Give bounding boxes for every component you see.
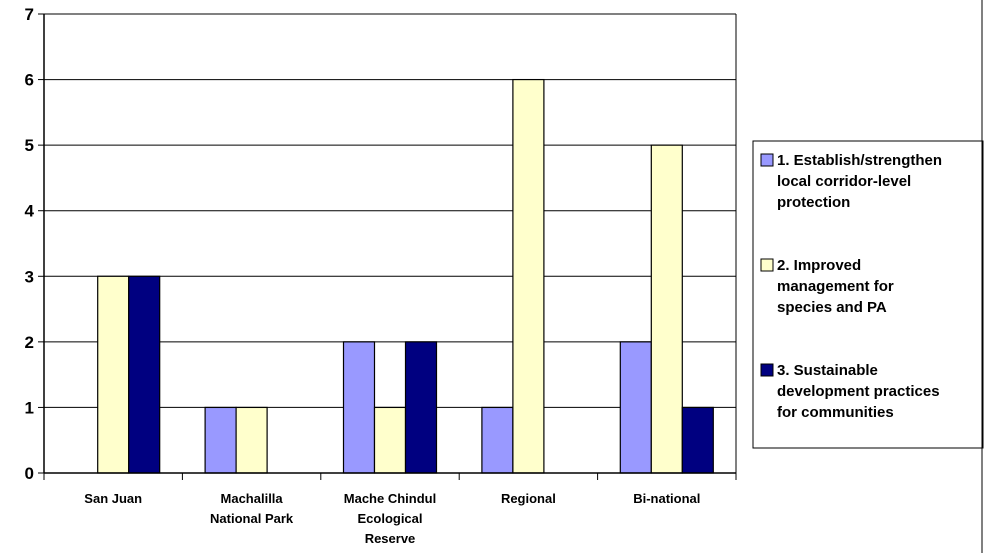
x-category-label: Machalilla	[221, 491, 284, 506]
bar	[512, 78, 545, 474]
bar	[97, 275, 130, 474]
bar	[650, 144, 683, 474]
x-category-label: Regional	[501, 491, 556, 506]
bar	[373, 406, 407, 474]
x-category-label: San Juan	[84, 491, 142, 506]
y-tick-label: 2	[25, 333, 34, 352]
legend-label: management for	[777, 278, 894, 295]
y-tick-label: 6	[25, 71, 34, 90]
legend-label: development practices	[777, 383, 940, 400]
x-category-labels: San Juan Machalilla National Park Mache Chi…	[84, 491, 700, 546]
bars	[97, 78, 714, 474]
y-tick-label: 1	[25, 398, 34, 417]
bar	[342, 341, 376, 474]
axes	[38, 13, 737, 480]
y-tick-label: 5	[25, 136, 34, 155]
legend-swatch	[760, 258, 774, 272]
bar	[204, 406, 237, 474]
legend-label: for communities	[777, 404, 894, 421]
bar	[128, 275, 161, 474]
x-category-label: Mache Chindul	[344, 491, 436, 506]
legend-box	[752, 140, 984, 449]
x-category-label: National Park	[210, 511, 294, 526]
bar	[681, 406, 714, 474]
legend-label: local corridor-level	[777, 173, 911, 190]
bar	[235, 406, 268, 474]
y-tick-label: 7	[25, 5, 34, 24]
legend-label: 2. Improved	[777, 257, 861, 274]
legend-label: 1. Establish/strengthen	[777, 152, 942, 169]
legend-swatch	[760, 153, 774, 167]
y-tick-label: 0	[25, 464, 34, 483]
x-category-label: Ecological	[357, 511, 422, 526]
legend: 1. Establish/strengthen local corridor-le…	[752, 140, 984, 449]
x-category-label: Bi-national	[633, 491, 700, 506]
bar	[481, 406, 514, 474]
legend-label: 3. Sustainable	[777, 362, 878, 379]
y-tick-labels: 0 1 2 3 4 5 6 7	[25, 5, 35, 483]
x-category-label: Reserve	[365, 531, 416, 546]
bar	[619, 341, 652, 474]
legend-label: species and PA	[777, 299, 887, 316]
y-tick-label: 4	[25, 202, 35, 221]
y-tick-label: 3	[25, 267, 34, 286]
bar	[404, 341, 438, 474]
legend-swatch	[760, 363, 774, 377]
legend-label: protection	[777, 194, 850, 211]
